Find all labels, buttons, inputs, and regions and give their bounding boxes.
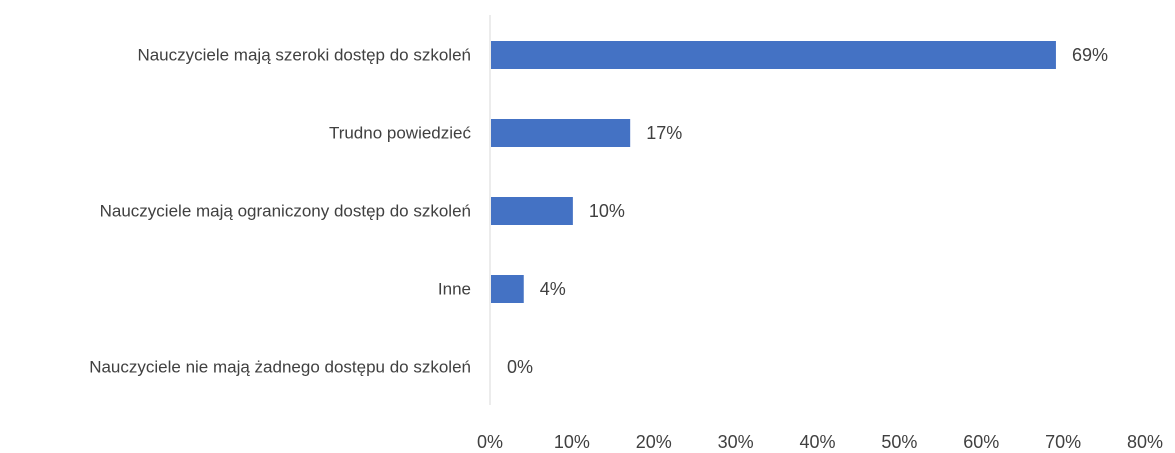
bars (491, 41, 1056, 303)
category-label: Nauczyciele mają ograniczony dostęp do s… (100, 202, 471, 221)
x-tick-label: 50% (881, 432, 917, 452)
data-label: 10% (589, 201, 625, 221)
data-label: 69% (1072, 45, 1108, 65)
category-label: Inne (438, 280, 471, 299)
data-labels: 69% 17% 10% 4% 0% (507, 45, 1108, 377)
data-label: 17% (646, 123, 682, 143)
x-tick-label: 80% (1127, 432, 1163, 452)
bar (491, 197, 573, 225)
x-tick-label: 40% (799, 432, 835, 452)
data-label: 4% (540, 279, 566, 299)
data-label: 0% (507, 357, 533, 377)
x-tick-label: 0% (477, 432, 503, 452)
category-label: Nauczyciele mają szeroki dostęp do szkol… (137, 46, 471, 65)
x-tick-label: 60% (963, 432, 999, 452)
x-tick-label: 70% (1045, 432, 1081, 452)
x-tick-label: 20% (636, 432, 672, 452)
category-label: Trudno powiedzieć (329, 124, 472, 143)
bar (491, 41, 1056, 69)
bar (491, 275, 524, 303)
x-axis-tick-labels: 0% 10% 20% 30% 40% 50% 60% 70% 80% (477, 432, 1163, 452)
category-label: Nauczyciele nie mają żadnego dostępu do … (89, 358, 471, 377)
x-tick-label: 10% (554, 432, 590, 452)
category-labels: Nauczyciele mają szeroki dostęp do szkol… (89, 46, 471, 377)
x-tick-label: 30% (718, 432, 754, 452)
bar (491, 119, 631, 147)
